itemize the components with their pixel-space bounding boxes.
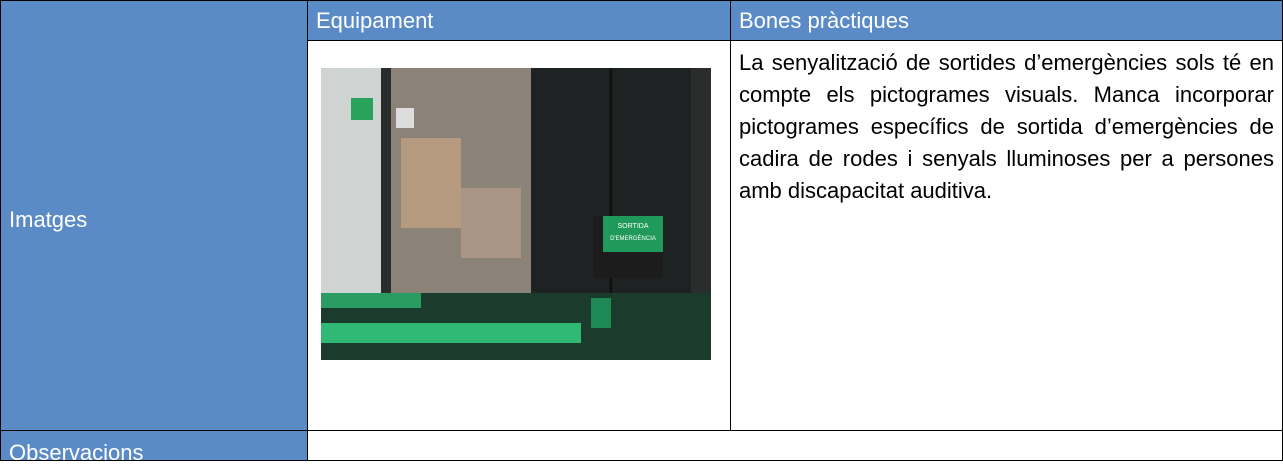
sign-text: SORTIDA [618, 223, 649, 230]
page: Imatges Equipament Bones pràctiques SORT… [0, 0, 1283, 461]
photo: SORTIDA D'EMERGÈNCIA [321, 68, 711, 360]
image-cell: SORTIDA D'EMERGÈNCIA [307, 40, 731, 431]
label-cell: Imatges [0, 0, 308, 431]
observations-cell [307, 430, 1283, 461]
row-label: Imatges [9, 207, 88, 232]
header-cell: Bones pràctiques [730, 0, 1283, 41]
row-label: Observacions [0, 430, 308, 465]
text-cell: La senyalització de sortides d’emergènci… [730, 40, 1283, 431]
sign-text: D'EMERGÈNCIA [610, 235, 656, 242]
header-cell: Equipament [307, 0, 731, 41]
